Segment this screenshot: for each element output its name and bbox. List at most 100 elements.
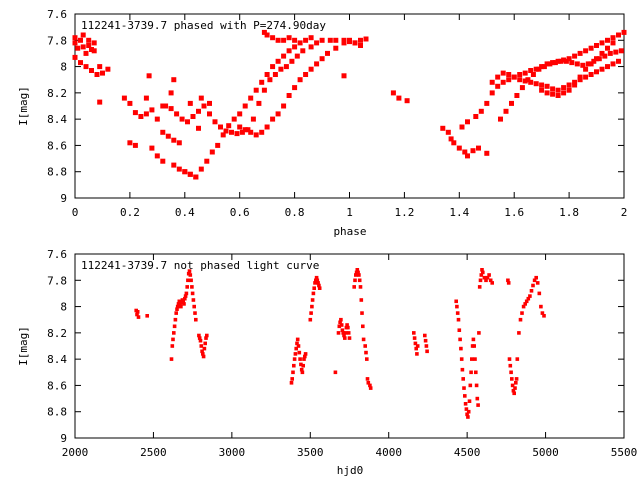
data-point	[341, 40, 347, 46]
data-point	[577, 74, 583, 80]
data-point	[610, 40, 616, 46]
data-point	[474, 370, 478, 375]
data-point	[264, 32, 270, 38]
data-point	[312, 286, 316, 290]
data-point	[339, 323, 344, 327]
data-point	[295, 341, 299, 346]
data-point	[355, 268, 360, 272]
data-point	[512, 391, 516, 396]
data-point	[290, 377, 294, 381]
data-point	[413, 341, 418, 346]
data-point	[308, 317, 313, 322]
data-point	[300, 48, 306, 54]
data-point	[558, 58, 564, 64]
data-point	[462, 386, 466, 390]
data-point	[218, 124, 223, 130]
data-point	[462, 149, 468, 155]
data-point	[78, 37, 83, 43]
data-point	[459, 124, 465, 130]
data-point	[341, 37, 347, 43]
data-point	[193, 174, 199, 180]
data-point	[253, 132, 259, 138]
phased-light-curve-panel: 7.6 7.8 8 8.2 8.4 8.6 8.8 9 0 0.2 0.4 0.6 0.8 1 1.2 1.…	[17, 8, 627, 238]
data-point	[547, 61, 553, 67]
data-point	[179, 116, 185, 122]
data-point	[292, 85, 298, 91]
data-point	[196, 108, 201, 114]
data-point	[550, 91, 556, 97]
y-axis-ticks: 7.6 7.8 8 8.2 8.4 8.6 8.8 9	[47, 248, 624, 445]
data-point	[484, 150, 490, 156]
y-tick-label: 8.2	[47, 327, 67, 340]
data-point	[448, 136, 454, 142]
data-point	[396, 95, 402, 101]
data-point	[275, 37, 281, 43]
data-point	[477, 285, 482, 289]
data-point	[465, 119, 470, 125]
data-point	[223, 128, 229, 134]
data-point	[412, 336, 417, 340]
data-point	[495, 74, 501, 80]
data-point	[390, 90, 396, 96]
data-point	[529, 289, 534, 293]
data-point	[299, 367, 304, 372]
data-point	[204, 336, 208, 340]
data-point	[212, 119, 218, 125]
data-point	[299, 362, 303, 367]
data-point	[522, 70, 528, 76]
data-point	[261, 87, 267, 93]
data-point	[517, 331, 521, 335]
data-point	[194, 317, 198, 322]
data-point	[465, 412, 469, 417]
data-point	[517, 77, 523, 83]
data-point	[466, 409, 471, 414]
x-axis-ticks: 2000 2500 3000 3500 4000 4500 5000 5500	[62, 254, 637, 459]
data-point	[237, 124, 243, 130]
x-tick-label: 1.8	[559, 206, 579, 219]
data-point	[187, 171, 193, 177]
data-point	[127, 140, 133, 146]
data-point	[488, 278, 493, 283]
data-point	[201, 354, 206, 359]
x-tick-label: 2000	[62, 446, 89, 459]
data-point	[566, 82, 572, 88]
data-point	[121, 95, 127, 101]
data-point	[325, 50, 330, 56]
data-point	[605, 37, 610, 43]
data-point	[341, 331, 345, 335]
data-point	[310, 304, 314, 309]
data-point	[176, 140, 182, 146]
data-point	[242, 127, 248, 133]
data-point	[226, 123, 232, 129]
data-point	[544, 83, 550, 89]
data-point	[482, 275, 487, 280]
data-point	[585, 61, 591, 67]
data-point	[220, 132, 226, 138]
data-point	[172, 324, 177, 329]
data-point	[510, 377, 514, 381]
data-point	[456, 145, 462, 151]
data-point	[303, 37, 309, 43]
data-point	[315, 278, 320, 283]
data-point	[169, 357, 174, 361]
data-point	[506, 281, 511, 285]
y-tick-label: 8.4	[47, 353, 67, 366]
data-point	[86, 43, 92, 48]
y-tick-label: 8	[60, 61, 67, 74]
data-point	[261, 29, 267, 35]
data-point	[539, 64, 545, 70]
data-point	[154, 116, 160, 122]
data-point	[199, 344, 204, 348]
data-point	[173, 317, 178, 322]
data-point	[270, 116, 276, 122]
data-point	[607, 50, 613, 56]
data-point	[100, 70, 105, 76]
y-tick-label: 8	[60, 301, 67, 314]
data-point	[458, 337, 462, 342]
data-point	[336, 331, 341, 335]
data-point	[572, 82, 578, 88]
y-tick-label: 8.6	[47, 139, 67, 152]
data-point	[264, 72, 270, 77]
data-point	[316, 281, 320, 285]
